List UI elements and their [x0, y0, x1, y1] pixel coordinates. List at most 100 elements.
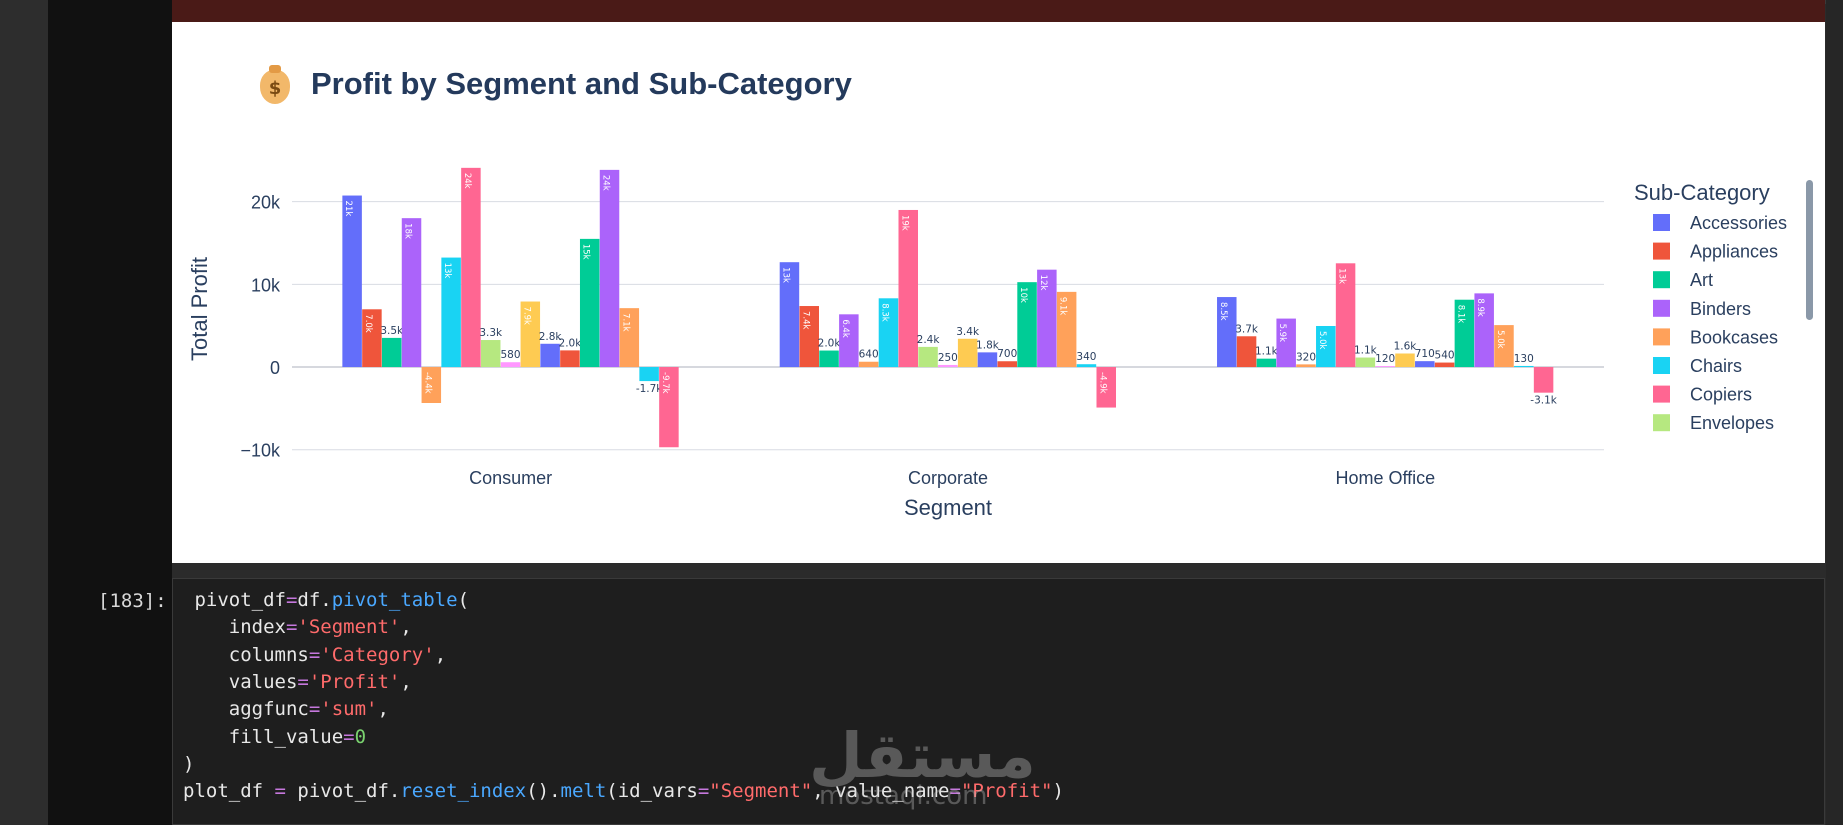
bar[interactable] — [639, 367, 659, 382]
bar[interactable] — [659, 367, 679, 448]
code-cell[interactable]: pivot_df=df.pivot_table( index='Segment'… — [172, 578, 1825, 825]
bar[interactable] — [1316, 325, 1336, 368]
legend-item[interactable]: Art — [1690, 270, 1713, 290]
bar[interactable] — [918, 346, 938, 368]
code-line: fill_value=0 — [183, 725, 367, 748]
bar[interactable] — [1533, 367, 1554, 393]
bar[interactable] — [342, 195, 362, 368]
watermark: مستقل mostaql.com — [809, 719, 1036, 811]
legend-swatch[interactable] — [1653, 299, 1670, 317]
data-label: -1.7k — [636, 383, 663, 395]
bar[interactable] — [1375, 366, 1395, 368]
bar[interactable] — [540, 343, 560, 368]
data-label: 8.9k — [1475, 298, 1485, 317]
bar[interactable] — [560, 350, 580, 368]
bar[interactable] — [1355, 357, 1376, 368]
bar[interactable] — [1017, 282, 1037, 368]
bar[interactable] — [1076, 364, 1097, 368]
bar[interactable] — [1454, 299, 1475, 368]
left-sidebar — [0, 0, 48, 825]
bar[interactable] — [461, 167, 481, 368]
bar[interactable] — [1296, 364, 1316, 368]
bar[interactable] — [898, 209, 919, 368]
bar[interactable] — [819, 350, 839, 368]
notebook-scrollbar[interactable] — [1826, 0, 1843, 825]
legend-swatch[interactable] — [1653, 357, 1670, 374]
data-label: 13k — [780, 267, 790, 283]
bar[interactable] — [858, 361, 879, 368]
data-label: 7.0k — [363, 314, 373, 333]
data-label: 24k — [462, 173, 472, 189]
bar[interactable] — [1335, 263, 1356, 368]
bar[interactable] — [401, 218, 422, 368]
legend-item[interactable]: Appliances — [1690, 242, 1778, 262]
code-line: columns='Category', — [183, 643, 447, 666]
data-label: 250 — [938, 352, 958, 364]
data-label: 13k — [442, 263, 452, 279]
legend-swatch[interactable] — [1653, 328, 1670, 346]
x-axis-ticks: Consumer Corporate Home Office — [469, 468, 1435, 488]
bar[interactable] — [421, 367, 442, 404]
bar[interactable] — [441, 257, 461, 368]
bar[interactable] — [779, 262, 800, 368]
bar[interactable] — [1415, 361, 1435, 368]
legend-swatch[interactable] — [1653, 414, 1670, 432]
bar[interactable] — [1037, 269, 1057, 368]
bar[interactable] — [362, 309, 382, 368]
bar[interactable] — [878, 298, 899, 368]
data-label: 1.1k — [1354, 345, 1378, 357]
legend: Accessories Appliances Art Binders Bookcases… — [1653, 213, 1787, 433]
bar[interactable] — [1514, 365, 1534, 368]
bar[interactable] — [500, 362, 521, 368]
bar[interactable] — [938, 364, 958, 368]
bar[interactable] — [1494, 325, 1514, 368]
data-label: 7.4k — [800, 311, 810, 330]
bar[interactable] — [480, 340, 501, 368]
bar[interactable] — [619, 308, 640, 368]
bar[interactable] — [1434, 362, 1455, 368]
data-label: -4.9k — [1097, 372, 1107, 394]
legend-swatch[interactable] — [1653, 242, 1670, 260]
bar[interactable] — [1096, 367, 1117, 408]
legend-item[interactable]: Binders — [1690, 299, 1751, 319]
data-label: 3.4k — [956, 326, 980, 338]
data-label: 580 — [500, 349, 520, 361]
cell-gutter — [48, 0, 172, 825]
data-label: 710 — [1415, 348, 1435, 360]
bar[interactable] — [1395, 353, 1415, 368]
data-label: 21k — [343, 201, 353, 217]
bar[interactable] — [957, 338, 978, 368]
bar[interactable] — [1236, 336, 1257, 368]
bar[interactable] — [1256, 358, 1277, 368]
legend-swatch[interactable] — [1653, 385, 1670, 403]
legend-swatch[interactable] — [1653, 214, 1670, 231]
legend-item[interactable]: Envelopes — [1690, 413, 1774, 433]
code-line: aggfunc='sum', — [183, 698, 389, 721]
legend-item[interactable]: Chairs — [1690, 356, 1742, 376]
legend-scrollbar[interactable] — [1806, 180, 1813, 320]
bar[interactable] — [997, 361, 1018, 368]
legend-item[interactable]: Bookcases — [1690, 327, 1778, 347]
bar[interactable] — [381, 337, 402, 368]
bar[interactable] — [1474, 293, 1494, 368]
bar[interactable] — [1217, 297, 1237, 368]
data-label: 1.6k — [1394, 340, 1418, 352]
data-label: 320 — [1296, 351, 1316, 363]
data-label: -3.1k — [1530, 395, 1557, 407]
money-bag-icon: $ — [260, 65, 290, 104]
legend-item[interactable]: Copiers — [1690, 385, 1752, 405]
legend-swatch[interactable] — [1653, 271, 1670, 289]
data-label: -9.7k — [660, 372, 670, 394]
x-tick-label: Consumer — [469, 468, 552, 488]
data-label: 8.3k — [879, 303, 889, 322]
bar[interactable] — [599, 169, 620, 368]
bar[interactable] — [579, 238, 600, 368]
y-tick-label: 20k — [251, 193, 281, 213]
bar[interactable] — [799, 306, 820, 368]
legend-item[interactable]: Accessories — [1690, 213, 1787, 233]
bar[interactable] — [977, 352, 998, 368]
bar[interactable] — [1276, 318, 1296, 368]
bar[interactable] — [839, 314, 859, 368]
bar[interactable] — [1056, 291, 1077, 368]
bar[interactable] — [520, 301, 541, 368]
